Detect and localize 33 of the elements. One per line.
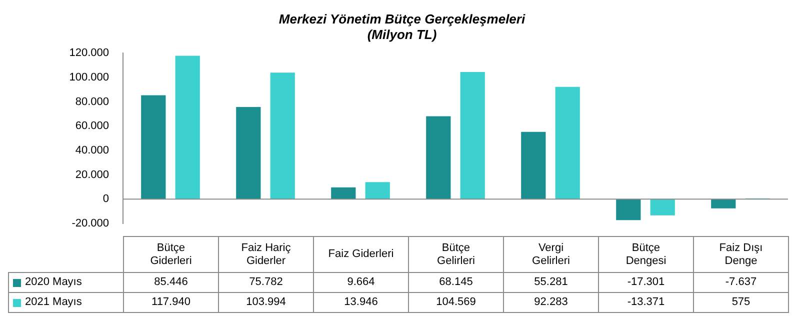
y-tick-label: 120.000 — [69, 47, 109, 60]
y-tick-label: 60.000 — [75, 120, 109, 132]
chart-title: Merkezi Yönetim Bütçe Gerçekleşmeleri — [278, 11, 526, 26]
data-label: 55.281 — [503, 272, 599, 293]
x-tick-label: Faiz Dışı Denge — [693, 236, 789, 273]
x-tick-label: Bütçe Giderleri — [123, 236, 219, 273]
x-tick-label: Faiz Hariç Giderler — [218, 236, 314, 273]
y-tick-label: -20.000 — [72, 217, 109, 230]
data-label: 85.446 — [123, 272, 219, 293]
data-label: 575 — [693, 292, 789, 313]
y-tick-label: 40.000 — [75, 144, 109, 156]
y-tick-label: 80.000 — [75, 96, 109, 108]
y-tick-label: 100.000 — [69, 72, 109, 84]
data-label: -17.301 — [598, 272, 694, 293]
data-label: 9.664 — [313, 272, 409, 293]
chart-subtitle: (Milyon TL) — [367, 26, 437, 42]
x-tick-label: Bütçe Dengesi — [598, 236, 694, 273]
legend-label: 2020 Mayıs — [25, 276, 82, 289]
data-label: 103.994 — [218, 292, 314, 313]
y-tick-label: 20.000 — [75, 168, 109, 181]
x-tick-label: Bütçe Gelirleri — [408, 236, 504, 273]
legend-label: 2021 Mayıs — [25, 296, 82, 309]
data-label: -13.371 — [598, 292, 694, 313]
data-label: 68.145 — [408, 272, 504, 293]
x-tick-label: Faiz Giderleri — [313, 236, 409, 273]
data-label: 104.569 — [408, 292, 504, 313]
data-label: 75.782 — [218, 272, 314, 293]
data-label: 13.946 — [313, 292, 409, 313]
y-tick-label: 0 — [102, 193, 109, 206]
x-tick-label: Vergi Gelirleri — [503, 236, 599, 273]
data-label: 117.940 — [123, 292, 219, 313]
data-label: -7.637 — [693, 272, 789, 293]
data-label: 92.283 — [503, 292, 599, 313]
